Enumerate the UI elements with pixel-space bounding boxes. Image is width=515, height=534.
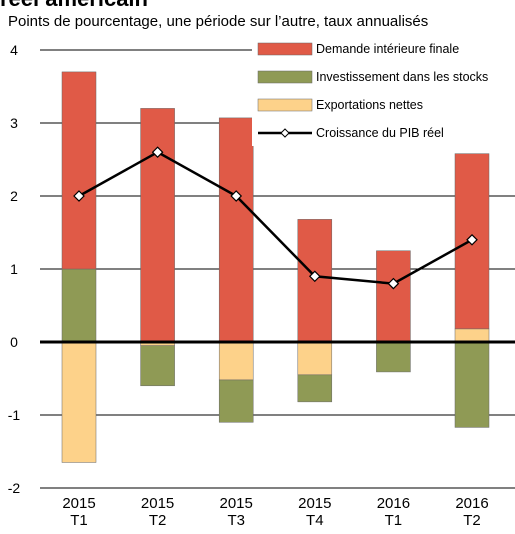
- x-tick-label: T2: [149, 512, 167, 529]
- y-tick-label: 2: [10, 188, 18, 204]
- legend-background: [252, 38, 515, 146]
- x-tick-label: T1: [385, 512, 403, 529]
- bar: [61, 341, 97, 463]
- x-tick-label: 2016: [377, 495, 410, 512]
- x-tick-label: T3: [227, 512, 245, 529]
- legend-swatch: [257, 70, 313, 84]
- bar: [376, 250, 411, 343]
- chart-subtitle: Points de pourcentage, une période sur l…: [8, 13, 428, 30]
- x-tick-label: T2: [463, 512, 481, 529]
- x-tick-label: T1: [70, 512, 88, 529]
- y-tick-label: 1: [10, 261, 18, 277]
- bar: [140, 345, 175, 387]
- chart-title: réel américain: [0, 0, 148, 11]
- x-tick-label: 2015: [298, 495, 331, 512]
- bar: [61, 268, 97, 343]
- x-tick-label: 2015: [141, 495, 174, 512]
- y-tick-label: -1: [8, 407, 21, 423]
- x-tick-label: 2016: [455, 495, 488, 512]
- legend-marker: [280, 128, 290, 138]
- bar: [218, 341, 254, 381]
- y-tick-label: 3: [10, 115, 18, 131]
- bar: [454, 341, 490, 428]
- marker: [151, 146, 164, 159]
- bar: [218, 379, 254, 423]
- y-tick-label: 4: [10, 42, 18, 58]
- marker: [73, 190, 85, 202]
- bar: [297, 341, 333, 376]
- bar: [376, 341, 411, 373]
- legend-swatch: [257, 98, 313, 112]
- legend-label: Demande intérieure finale: [316, 42, 459, 56]
- legend-label: Exportations nettes: [316, 98, 423, 112]
- x-tick-label: 2015: [220, 495, 253, 512]
- legend-swatch: [257, 42, 313, 56]
- bar: [218, 117, 254, 343]
- y-tick-label: -2: [8, 480, 21, 496]
- bar: [297, 374, 333, 403]
- legend-label: Croissance du PIB réel: [316, 126, 444, 140]
- marker: [387, 277, 400, 290]
- line: [78, 150, 473, 285]
- marker: [466, 233, 478, 246]
- x-tick-label: 2015: [62, 495, 95, 512]
- bar: [61, 71, 97, 270]
- legend-label: Investissement dans les stocks: [316, 70, 488, 84]
- bar: [140, 108, 175, 343]
- bar: [454, 328, 490, 343]
- marker: [230, 190, 243, 202]
- x-tick-label: T4: [306, 512, 324, 529]
- y-tick-label: 0: [10, 334, 18, 350]
- marker: [308, 270, 321, 283]
